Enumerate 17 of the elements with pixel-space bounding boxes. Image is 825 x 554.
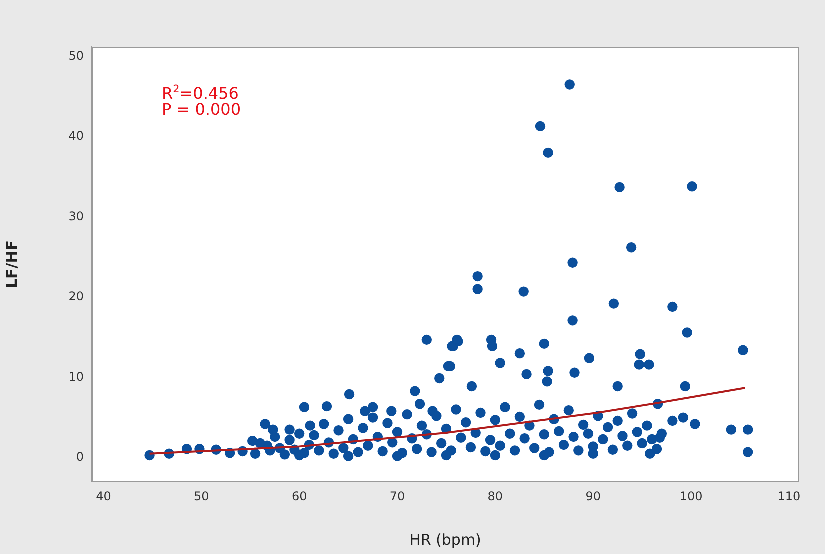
x-tick-label: 100 bbox=[680, 489, 703, 504]
y-tick-label: 10 bbox=[68, 370, 84, 384]
annotation: P = 0.000 bbox=[162, 100, 242, 119]
y-tick-label: 40 bbox=[68, 129, 84, 144]
x-tick-label: 60 bbox=[292, 489, 308, 504]
x-tick-label: 50 bbox=[194, 489, 210, 504]
y-tick-label: 20 bbox=[68, 290, 84, 304]
y-tick-label: 0 bbox=[76, 450, 84, 464]
x-tick-label: 80 bbox=[488, 489, 504, 504]
y-tick-label: 50 bbox=[68, 48, 84, 63]
x-axis-title: HR (bpm) bbox=[410, 530, 482, 549]
y-tick-label: 30 bbox=[68, 209, 84, 224]
x-tick-label: 70 bbox=[390, 489, 406, 504]
x-tick-label: 110 bbox=[778, 489, 801, 504]
x-tick-label: 90 bbox=[586, 489, 602, 504]
x-tick-label: 40 bbox=[96, 489, 112, 504]
y-axis-title: LF/HF bbox=[2, 240, 21, 289]
